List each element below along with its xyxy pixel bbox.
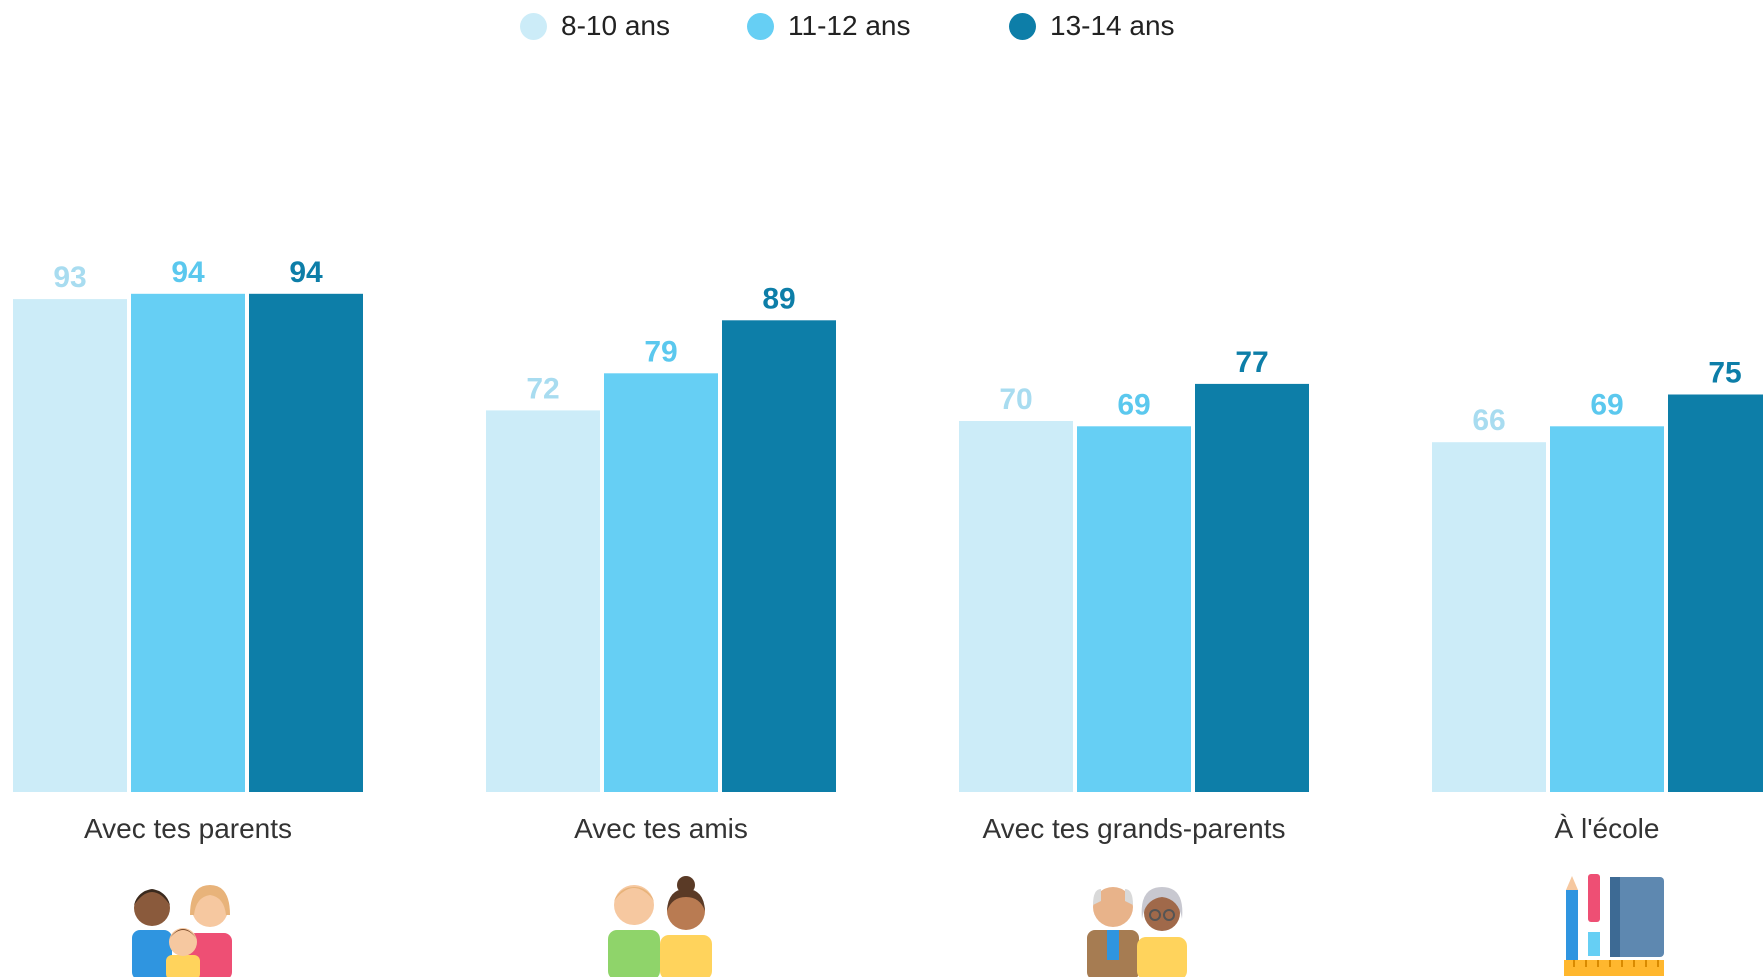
legend-swatch xyxy=(520,12,547,40)
category-label: À l'école xyxy=(1555,813,1660,844)
data-label: 94 xyxy=(289,256,323,289)
legend-swatch xyxy=(747,12,774,40)
school-supplies-icon xyxy=(1564,874,1664,976)
bar xyxy=(1195,383,1309,792)
legend-item-8-10: 8-10 ans xyxy=(520,8,670,44)
legend-label: 13-14 ans xyxy=(1050,10,1175,41)
grandparents-icon xyxy=(1087,887,1187,977)
data-label: 93 xyxy=(53,261,86,294)
legend: 8-10 ans 11-12 ans 13-14 ans xyxy=(0,0,1763,60)
legend-item-11-12: 11-12 ans xyxy=(747,8,910,44)
legend-item-13-14: 13-14 ans xyxy=(1009,8,1175,44)
category-label: Avec tes parents xyxy=(84,813,292,844)
legend-swatch xyxy=(1009,12,1036,40)
legend-label: 8-10 ans xyxy=(561,10,670,41)
data-label: 69 xyxy=(1590,388,1623,421)
bar xyxy=(1432,442,1546,792)
bars-layer xyxy=(13,293,1763,792)
data-label: 89 xyxy=(762,282,795,315)
data-label: 66 xyxy=(1472,404,1505,437)
category-labels-layer: Avec tes parents Avec tes amis Avec tes gr… xyxy=(84,813,1660,844)
data-label: 72 xyxy=(526,372,559,405)
bar xyxy=(249,293,363,792)
value-labels-layer: 93 94 94 72 79 89 70 69 77 66 69 75 xyxy=(53,256,1741,437)
bar xyxy=(486,410,600,792)
bar xyxy=(1077,426,1191,792)
bar xyxy=(131,293,245,792)
friends-icon xyxy=(608,876,712,977)
bar xyxy=(722,320,836,792)
bar xyxy=(604,373,718,792)
data-label: 70 xyxy=(999,383,1032,416)
data-label: 77 xyxy=(1235,346,1268,379)
bar xyxy=(1550,426,1664,792)
legend-label: 11-12 ans xyxy=(788,10,911,41)
data-label: 79 xyxy=(644,335,677,368)
bar xyxy=(959,421,1073,792)
bar xyxy=(13,299,127,792)
category-label: Avec tes amis xyxy=(574,813,748,844)
bar xyxy=(1668,394,1763,792)
data-label: 69 xyxy=(1117,388,1150,421)
data-label: 75 xyxy=(1708,357,1741,390)
category-label: Avec tes grands-parents xyxy=(983,813,1286,844)
family-icon xyxy=(132,885,232,977)
data-label: 94 xyxy=(171,256,205,289)
